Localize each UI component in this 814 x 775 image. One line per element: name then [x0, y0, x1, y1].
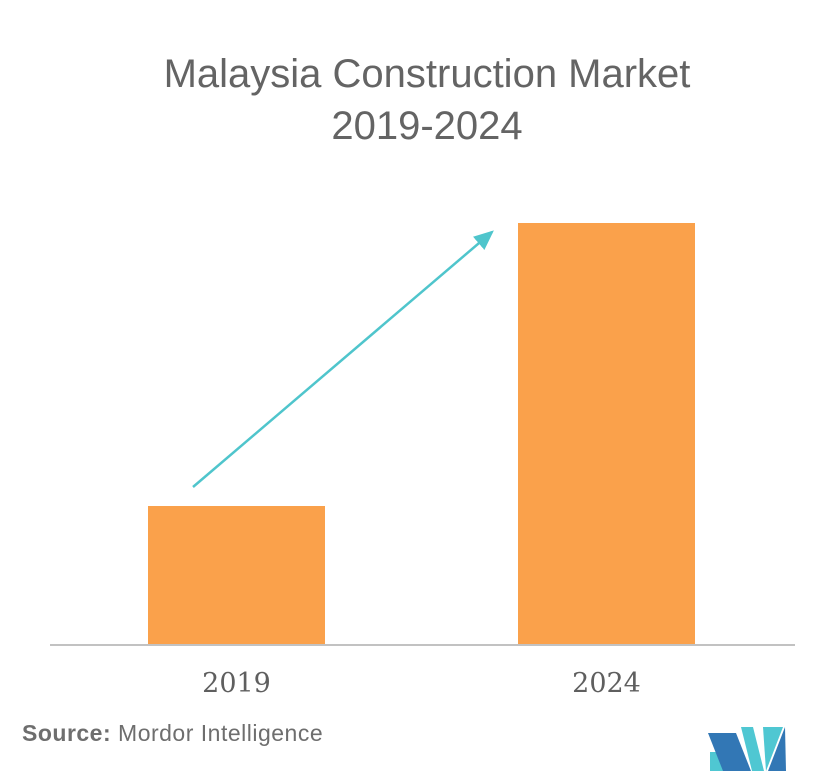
- source-attribution: Source: Mordor Intelligence: [22, 720, 323, 747]
- x-tick-2024: 2024: [572, 668, 641, 699]
- bar-2019: [148, 506, 325, 645]
- source-text: Mordor Intelligence: [118, 720, 324, 746]
- x-axis-line: [50, 644, 795, 646]
- bar-2024: [518, 223, 695, 645]
- x-tick-2019: 2019: [202, 668, 271, 699]
- source-label: Source:: [22, 720, 112, 746]
- mordor-intelligence-logo: [708, 727, 786, 771]
- chart-title-line2: 2019-2024: [331, 104, 523, 148]
- chart-title-line1: Malaysia Construction Market: [163, 52, 691, 96]
- chart-title: Malaysia Construction Market 2019-2024: [40, 48, 814, 152]
